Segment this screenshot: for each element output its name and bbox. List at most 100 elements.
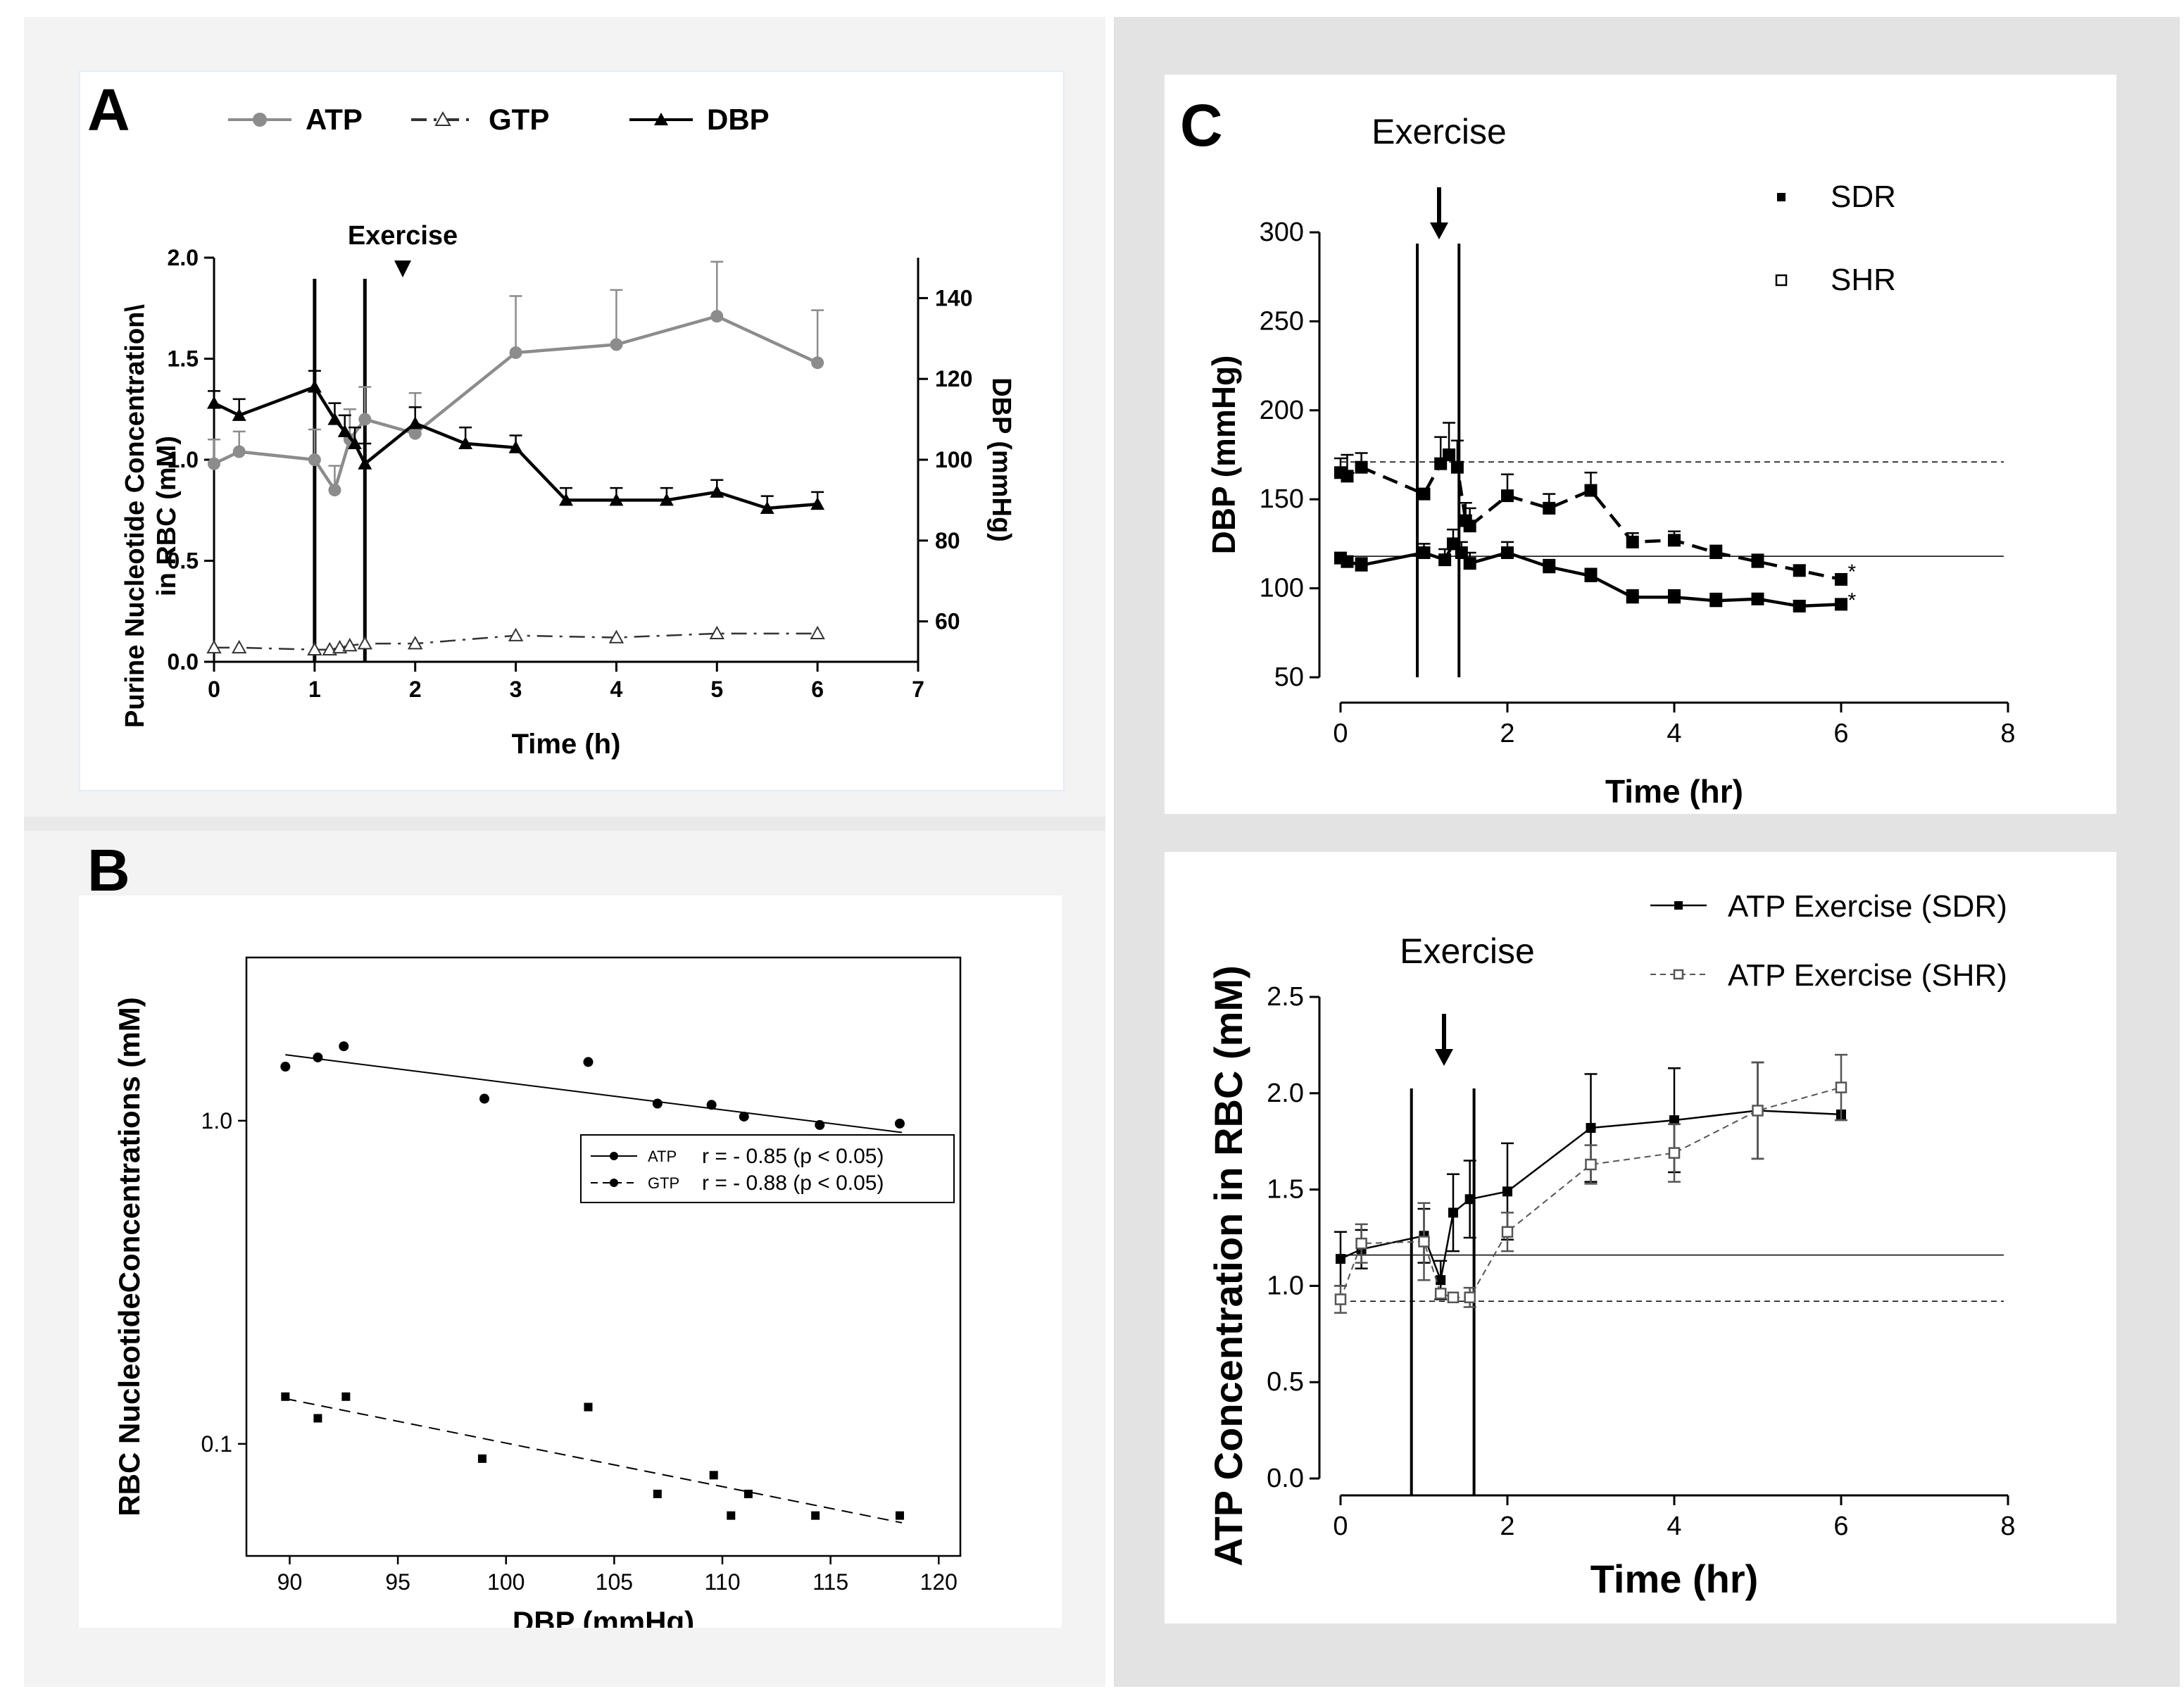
a-point-atp	[408, 427, 422, 440]
c1-point-shr	[1450, 460, 1464, 474]
c2-legend-label-shr: ATP Exercise (SHR)	[1728, 958, 2007, 993]
a-point-gtp	[332, 639, 348, 654]
c2-ytick-label: 2.5	[1267, 982, 1304, 1012]
chart-a: 0.0 0.5 1.0 1.5 2.0 60 80 100 120 140 0 1 2 3 4 5 6 7 Time…	[120, 103, 1016, 760]
c1-point-shr	[1835, 572, 1847, 586]
a-ytick-label: 1.5	[168, 346, 199, 372]
c1-xtick-label: 8	[2000, 719, 2015, 748]
b-legend-name-gtp: GTP	[648, 1174, 679, 1192]
c2-point-shr	[1501, 1226, 1514, 1238]
column-divider	[1105, 17, 1114, 1687]
a-xtick-label: 0	[208, 677, 220, 702]
b-point-gtp	[895, 1511, 904, 1520]
c2-point-sdr	[1464, 1194, 1475, 1205]
c2-point-sdr	[1336, 1254, 1345, 1264]
b-xtick-label: 90	[277, 1569, 303, 1595]
panel-label-c: C	[1180, 92, 1223, 158]
c1-xtick-label: 4	[1667, 719, 1681, 748]
c2-point-shr	[1418, 1236, 1430, 1248]
a-point-dbp	[508, 440, 523, 453]
b-plot-frame	[245, 956, 962, 1557]
a-y2tick-label: 60	[935, 609, 960, 634]
c1-legend-label-shr: SHR	[1831, 263, 1896, 297]
a-xtick-label: 2	[409, 677, 422, 702]
a-legend-marker	[434, 111, 451, 126]
a-point-dbp	[207, 396, 221, 409]
a-ylabel-1: Purine Nucleotide Concentration\	[120, 304, 150, 728]
c1-point-shr	[1543, 501, 1556, 515]
c1-point-sdr	[1355, 558, 1368, 572]
a-point-gtp	[322, 641, 337, 655]
c2-xtick-label: 2	[1500, 1512, 1514, 1541]
c1-point-shr	[1584, 484, 1598, 497]
a-point-dbp	[307, 379, 322, 393]
a-xlabel: Time (h)	[512, 729, 621, 760]
a-ytick-label: 0.5	[168, 548, 199, 574]
a-legend-label-dbp: DBP	[707, 103, 770, 136]
c2-point-shr	[1355, 1237, 1367, 1250]
c1-point-sdr	[1793, 599, 1806, 613]
b-legend-marker	[610, 1152, 618, 1160]
a-point-gtp	[206, 639, 222, 654]
b-ylabel: RBC NucleotideConcentrations (mM)	[113, 997, 146, 1516]
a-exercise-label: Exercise	[348, 221, 458, 251]
a-point-dbp	[348, 437, 362, 450]
a-point-dbp	[458, 437, 473, 450]
b-point-gtp	[281, 1392, 290, 1401]
a-point-atp	[308, 453, 321, 466]
c1-point-sdr	[1584, 569, 1598, 582]
c2-point-sdr	[1586, 1123, 1596, 1134]
b-point-atp	[894, 1118, 905, 1129]
a-point-gtp	[342, 637, 358, 652]
a-point-atp	[610, 338, 623, 351]
a-legend-marker	[654, 113, 668, 125]
c2-xtick-label: 4	[1667, 1512, 1681, 1541]
a-point-atp	[358, 413, 372, 426]
c2-point-shr	[1752, 1105, 1764, 1117]
c2-ytick-label: 0.5	[1267, 1367, 1304, 1397]
c1-point-sdr	[1751, 592, 1764, 605]
c2-ytick-label: 1.0	[1267, 1271, 1304, 1300]
a-xtick-label: 3	[510, 677, 522, 702]
b-legend-stat-gtp: r = - 0.88 (p < 0.05)	[702, 1172, 884, 1195]
a-point-dbp	[609, 493, 624, 506]
c1-point-sdr	[1501, 546, 1514, 560]
a-xtick-label: 5	[710, 677, 723, 702]
c1-point-shr	[1751, 555, 1764, 568]
c1-point-shr	[1668, 534, 1681, 547]
a-ylabel-2: in RBC (mM)	[152, 436, 182, 596]
c1-xlabel: Time (hr)	[1605, 773, 1743, 810]
a-legend-label-atp: ATP	[306, 103, 363, 136]
b-point-atp	[652, 1098, 663, 1109]
c1-ytick-label: 100	[1260, 574, 1304, 603]
b-legend-stat-atp: r = - 0.85 (p < 0.05)	[702, 1145, 884, 1168]
b-fit-atp	[285, 1054, 903, 1134]
a-point-dbp	[710, 484, 724, 498]
a-series-gtp-line	[214, 632, 818, 651]
c2-point-shr	[1434, 1288, 1447, 1300]
c1-exercise-arrow-head	[1430, 222, 1448, 239]
b-xtick-label: 105	[596, 1569, 633, 1595]
c1-ylabel: DBP (mmHg)	[1205, 356, 1242, 555]
c1-point-shr	[1626, 535, 1639, 548]
c2-point-sdr	[1669, 1115, 1679, 1126]
c1-point-sdr	[1463, 557, 1476, 570]
c2-xtick-label: 6	[1833, 1512, 1848, 1541]
c1-exercise-label: Exercise	[1372, 112, 1507, 151]
c1-ytick-label: 300	[1260, 218, 1304, 247]
c1-point-shr	[1355, 460, 1368, 474]
c1-point-shr	[1341, 470, 1354, 483]
panel-c-bottom: 0.0 0.5 1.0 1.5 2.0 2.5 0 2 4 6 8 Time (hr) ATP Conc…	[1165, 852, 2116, 1624]
c2-exercise-arrow-head	[1435, 1049, 1453, 1066]
b-xlabel: DBP (mmHg)	[513, 1605, 694, 1628]
b-ytick-label: 1.0	[201, 1108, 232, 1134]
c1-ytick-label: 150	[1260, 484, 1304, 514]
c2-ytick-label: 2.0	[1267, 1079, 1304, 1108]
c1-ytick-label: 250	[1260, 306, 1304, 336]
c2-exercise-label: Exercise	[1400, 931, 1535, 971]
c2-xtick-label: 8	[2000, 1512, 2015, 1541]
a-point-gtp	[408, 636, 423, 650]
panel-b: 90 95 100 105 110 115 120 0.1 1.0 DBP (mmHg) RBC N…	[79, 896, 1062, 1638]
b-point-gtp	[727, 1511, 736, 1520]
a-point-atp	[208, 457, 220, 470]
